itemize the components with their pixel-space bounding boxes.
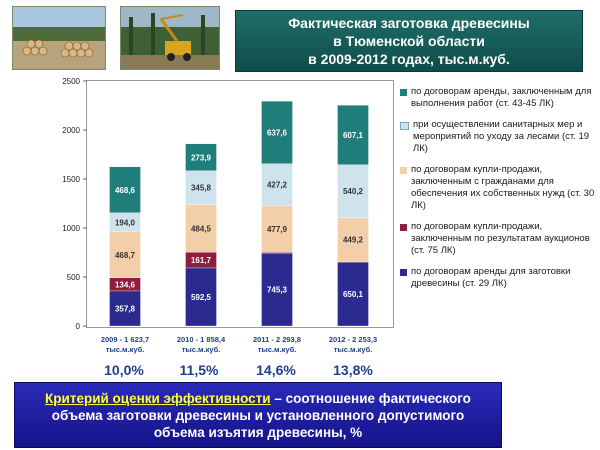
bar-segment-citizens xyxy=(337,217,369,262)
data-label-lease: 357,8 xyxy=(115,304,136,313)
legend-swatch-auction xyxy=(400,224,407,231)
chart-legend: по договорам аренды, заключенным для вып… xyxy=(400,86,595,299)
photo-harvester xyxy=(120,6,220,70)
data-label-lease-works: 468,6 xyxy=(115,186,136,195)
y-tick-label: 1000 xyxy=(62,224,80,233)
page-title: Фактическая заготовка древесины в Тюменс… xyxy=(235,10,583,72)
percentage-2012: 13,8% xyxy=(333,362,373,378)
legend-item-sanitary: при осуществлении санитарных мер и мероп… xyxy=(400,119,595,155)
bar-segment-lease xyxy=(337,262,369,327)
criterion-box: Критерий оценки эффективности – соотноше… xyxy=(14,382,502,448)
legend-swatch-lease xyxy=(400,269,407,276)
legend-label-sanitary: при осуществлении санитарных мер и мероп… xyxy=(413,119,590,154)
legend-label-lease-works: по договорам аренды, заключенным для вып… xyxy=(411,86,592,109)
bar-segment-lease xyxy=(185,267,217,327)
bar-segment-citizens xyxy=(261,205,293,253)
data-label-auction: 134,6 xyxy=(115,280,136,289)
x-category-label: тыс.м.куб. xyxy=(334,345,373,354)
legend-label-citizens: по договорам купли-продажи, заключенным … xyxy=(411,164,595,211)
legend-swatch-sanitary xyxy=(400,122,409,130)
x-category-label: 2009 - 1 623,7 xyxy=(101,335,149,344)
data-label-citizens: 484,5 xyxy=(191,224,212,233)
title-line-3: в 2009-2012 годах, тыс.м.куб. xyxy=(308,51,510,67)
stacked-bar-chart: 0 500 1000 1500 2000 2500 357,8 134,6 468,7 194,0… xyxy=(62,77,377,354)
y-tick-label: 0 xyxy=(76,322,81,331)
x-category-label: 2012 - 2 253,3 xyxy=(329,335,377,344)
percentage-2010: 11,5% xyxy=(179,362,219,378)
data-label-lease-works: 273,9 xyxy=(191,153,212,162)
data-label-citizens: 468,7 xyxy=(115,251,136,260)
data-label-citizens: 477,9 xyxy=(267,225,288,234)
bar-segment-sanitary xyxy=(185,170,217,205)
bar-segment-lease xyxy=(261,252,293,327)
bar-segment-sanitary xyxy=(261,163,293,206)
criterion-line-1: Критерий оценки эффективности – соотноше… xyxy=(15,390,501,407)
photo-logs xyxy=(12,6,106,70)
data-label-lease-works: 607,1 xyxy=(343,131,364,140)
bar-segment-citizens xyxy=(109,231,141,278)
data-label-lease: 592,5 xyxy=(191,293,212,302)
bar-segment-lease-works xyxy=(185,143,217,171)
legend-item-citizens: по договорам купли-продажи, заключенным … xyxy=(400,164,595,212)
x-category-label: тыс.м.куб. xyxy=(182,345,221,354)
x-category-label: тыс.м.куб. xyxy=(258,345,297,354)
legend-label-lease: по договорам аренды для заготовки древес… xyxy=(411,266,571,289)
criterion-label: Критерий оценки эффективности xyxy=(45,390,271,406)
bar-segment-lease-works xyxy=(109,166,141,213)
y-tick-label: 500 xyxy=(67,273,81,282)
legend-swatch-citizens xyxy=(400,167,407,174)
legend-item-auction: по договорам купли-продажи, заключенным … xyxy=(400,221,595,257)
criterion-text-1: – соотношение фактического xyxy=(270,390,471,406)
x-category-label: 2010 - 1 858,4 xyxy=(177,335,226,344)
criterion-line-2: объема заготовки древесины и установленн… xyxy=(51,407,465,423)
data-label-sanitary: 194,0 xyxy=(115,218,136,227)
legend-label-auction: по договорам купли-продажи, заключенным … xyxy=(411,221,590,256)
title-line-2: в Тюменской области xyxy=(333,33,485,49)
data-label-sanitary: 345,8 xyxy=(191,184,212,193)
title-line-1: Фактическая заготовка древесины xyxy=(288,15,530,31)
bar-segment-lease-works xyxy=(337,105,369,165)
bar-segment-lease-works xyxy=(261,101,293,164)
x-category-label: тыс.м.куб. xyxy=(106,345,145,354)
bar-segment-lease xyxy=(109,290,141,327)
data-label-citizens: 449,2 xyxy=(343,236,364,245)
data-label-sanitary: 540,2 xyxy=(343,187,364,196)
percentage-2009: 10,0% xyxy=(104,362,144,378)
y-tick-label: 1500 xyxy=(62,175,80,184)
data-label-lease: 650,1 xyxy=(343,290,364,299)
bar-segment-citizens xyxy=(185,204,217,253)
y-tick-label: 2500 xyxy=(62,77,80,86)
percentage-2011: 14,6% xyxy=(256,362,296,378)
y-tick-label: 2000 xyxy=(62,126,80,135)
bar-segment-sanitary xyxy=(337,164,369,218)
criterion-line-3: объема изъятия древесины, % xyxy=(153,424,363,440)
legend-item-lease: по договорам аренды для заготовки древес… xyxy=(400,266,595,290)
data-label-auction: 161,7 xyxy=(191,256,212,265)
data-label-sanitary: 427,2 xyxy=(267,181,288,190)
x-category-label: 2011 - 2 293,8 xyxy=(253,335,301,344)
legend-item-lease-works: по договорам аренды, заключенным для вып… xyxy=(400,86,595,110)
data-label-lease: 745,3 xyxy=(267,285,288,294)
legend-swatch-lease-works xyxy=(400,89,407,96)
data-label-lease-works: 637,6 xyxy=(267,128,288,137)
